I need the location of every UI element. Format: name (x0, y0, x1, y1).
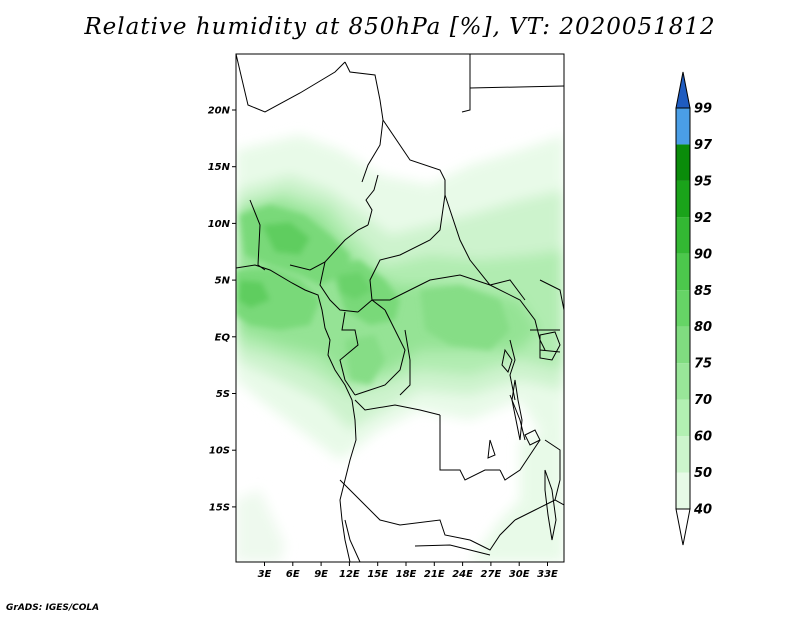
colorbar-segment (676, 399, 690, 437)
lon-label: 18E (396, 569, 417, 580)
lat-label: 10S (209, 446, 230, 457)
humidity-region-lower-east (470, 430, 564, 562)
humidity-region-85 (262, 222, 310, 255)
lon-label: 30E (509, 569, 530, 580)
colorbar-segment (676, 326, 690, 364)
colorbar-label: 99 (694, 102, 712, 117)
coastline (236, 264, 561, 562)
colorbar-label: 75 (694, 357, 712, 372)
lon-label: 33E (537, 569, 558, 580)
colorbar-segment (676, 180, 690, 218)
colorbar-segment (676, 290, 690, 327)
humidity-region-80-east (420, 285, 510, 350)
colorbar-label: 90 (694, 247, 712, 262)
colorbar-min-extension (675, 508, 691, 546)
lon-label: 9E (314, 569, 328, 580)
colorbar-label: 40 (693, 503, 712, 518)
colorbar: 40 50 60 70 75 80 85 90 92 95 97 99 (675, 71, 713, 546)
colorbar-segment (676, 144, 690, 181)
lon-label: 12E (339, 569, 360, 580)
lon-label: 15E (367, 569, 388, 580)
colorbar-segment (676, 363, 690, 400)
latitude-axis: 20N 15N 10N 5N EQ 5S 10S 15S (208, 106, 236, 513)
lon-label: 6E (286, 569, 300, 580)
lon-label: 21E (424, 569, 445, 580)
lon-label: 27E (481, 569, 502, 580)
colorbar-label: 60 (694, 430, 712, 445)
colorbar-label: 50 (694, 466, 712, 481)
colorbar-segment (676, 108, 690, 145)
grads-credit: GrADS: IGES/COLA (6, 603, 100, 613)
humidity-region-85-c (338, 272, 372, 300)
colorbar-label: 70 (694, 393, 712, 408)
colorbar-label: 92 (694, 211, 712, 226)
humidity-field (236, 135, 564, 562)
colorbar-label: 80 (694, 320, 712, 335)
lon-label: 3E (258, 569, 272, 580)
longitude-axis: 3E 6E 9E 12E 15E 18E 21E 24E 27E 30E 33E (258, 562, 558, 580)
colorbar-segment (676, 472, 690, 509)
colorbar-label: 97 (694, 138, 713, 153)
colorbar-max-extension (675, 71, 691, 109)
lat-label: 15N (208, 162, 231, 173)
lat-label: 5S (216, 389, 230, 400)
colorbar-outline (675, 107, 691, 510)
lat-label: 5N (215, 276, 231, 287)
map-title: Relative humidity at 850hPa [%], VT: 202… (84, 14, 716, 40)
lat-label: 20N (208, 106, 231, 117)
lat-label: EQ (215, 332, 231, 343)
colorbar-segment (676, 436, 690, 473)
colorbar-segment (676, 217, 690, 254)
lat-label: 10N (208, 219, 231, 230)
humidity-region-85-b (238, 280, 270, 308)
colorbar-segment (676, 253, 690, 291)
colorbar-label: 85 (694, 284, 712, 299)
country-boundaries (236, 54, 564, 562)
lat-label: 15S (209, 502, 230, 513)
map-frame (235, 53, 565, 563)
colorbar-label: 95 (694, 174, 712, 189)
humidity-region-southwest (236, 490, 285, 562)
lon-label: 24E (452, 569, 473, 580)
